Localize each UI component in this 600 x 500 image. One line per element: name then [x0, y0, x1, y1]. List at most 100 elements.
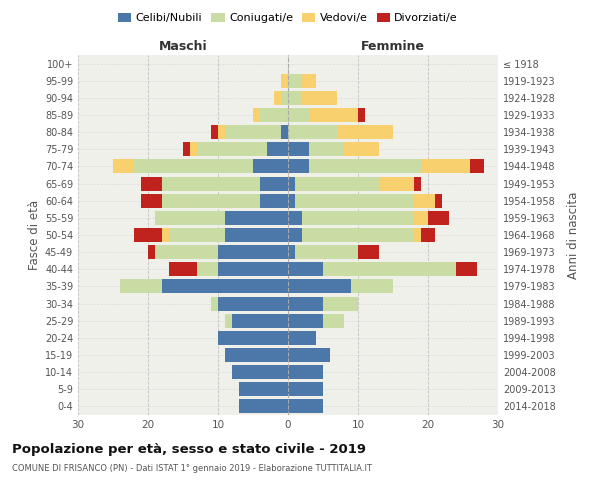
Bar [302, 74, 316, 88]
Bar [141, 176, 162, 190]
Bar [190, 142, 197, 156]
Bar [288, 108, 309, 122]
Bar [232, 365, 288, 379]
Bar [288, 348, 330, 362]
Bar [281, 74, 288, 88]
Bar [344, 142, 379, 156]
Bar [232, 314, 288, 328]
Bar [302, 91, 337, 105]
Bar [211, 296, 218, 310]
Bar [218, 296, 288, 310]
Bar [281, 125, 288, 139]
Bar [337, 125, 393, 139]
Bar [211, 125, 218, 139]
Bar [197, 262, 218, 276]
Bar [428, 211, 449, 225]
Bar [218, 262, 288, 276]
Bar [302, 228, 414, 242]
Bar [358, 245, 379, 259]
Bar [253, 108, 260, 122]
Bar [253, 160, 288, 173]
Bar [309, 160, 421, 173]
Bar [288, 160, 309, 173]
Legend: Celibi/Nubili, Coniugati/e, Vedovi/e, Divorziati/e: Celibi/Nubili, Coniugati/e, Vedovi/e, Di… [113, 8, 463, 28]
Bar [288, 176, 295, 190]
Bar [225, 228, 288, 242]
Bar [323, 314, 344, 328]
Bar [120, 280, 162, 293]
Bar [288, 280, 351, 293]
Bar [218, 125, 225, 139]
Bar [288, 314, 323, 328]
Bar [169, 228, 225, 242]
Bar [148, 245, 155, 259]
Bar [162, 194, 260, 207]
Bar [351, 280, 393, 293]
Bar [309, 108, 358, 122]
Bar [309, 142, 344, 156]
Bar [295, 176, 379, 190]
Bar [414, 176, 421, 190]
Bar [225, 348, 288, 362]
Bar [225, 125, 281, 139]
Bar [323, 296, 358, 310]
Bar [435, 194, 442, 207]
Bar [239, 400, 288, 413]
Bar [456, 262, 477, 276]
Y-axis label: Fasce di età: Fasce di età [28, 200, 41, 270]
Bar [288, 91, 302, 105]
Bar [225, 314, 232, 328]
Bar [267, 142, 288, 156]
Bar [288, 245, 295, 259]
Bar [288, 296, 323, 310]
Bar [260, 108, 288, 122]
Bar [274, 91, 281, 105]
Bar [155, 245, 218, 259]
Bar [183, 142, 190, 156]
Bar [288, 331, 316, 345]
Bar [197, 142, 267, 156]
Bar [421, 160, 470, 173]
Bar [414, 211, 428, 225]
Bar [141, 194, 162, 207]
Bar [162, 176, 260, 190]
Bar [169, 262, 197, 276]
Bar [134, 160, 253, 173]
Text: Popolazione per età, sesso e stato civile - 2019: Popolazione per età, sesso e stato civil… [12, 442, 366, 456]
Y-axis label: Anni di nascita: Anni di nascita [567, 192, 580, 278]
Bar [162, 228, 169, 242]
Bar [239, 382, 288, 396]
Bar [323, 262, 456, 276]
Bar [113, 160, 134, 173]
Bar [288, 228, 302, 242]
Text: COMUNE DI FRISANCO (PN) - Dati ISTAT 1° gennaio 2019 - Elaborazione TUTTITALIA.I: COMUNE DI FRISANCO (PN) - Dati ISTAT 1° … [12, 464, 372, 473]
Bar [288, 400, 323, 413]
Bar [414, 228, 421, 242]
Bar [218, 245, 288, 259]
Bar [162, 280, 288, 293]
Bar [414, 194, 435, 207]
Bar [421, 228, 435, 242]
Bar [288, 211, 302, 225]
Bar [358, 108, 365, 122]
Bar [260, 176, 288, 190]
Bar [288, 262, 323, 276]
Bar [295, 194, 414, 207]
Bar [288, 365, 323, 379]
Bar [302, 211, 414, 225]
Bar [260, 194, 288, 207]
Bar [288, 382, 323, 396]
Bar [295, 245, 358, 259]
Bar [288, 74, 302, 88]
Bar [218, 331, 288, 345]
Bar [134, 228, 162, 242]
Bar [379, 176, 414, 190]
Bar [470, 160, 484, 173]
Bar [288, 142, 309, 156]
Bar [281, 91, 288, 105]
Bar [288, 194, 295, 207]
Bar [288, 125, 337, 139]
Text: Maschi: Maschi [158, 40, 208, 54]
Text: Femmine: Femmine [361, 40, 425, 54]
Bar [155, 211, 225, 225]
